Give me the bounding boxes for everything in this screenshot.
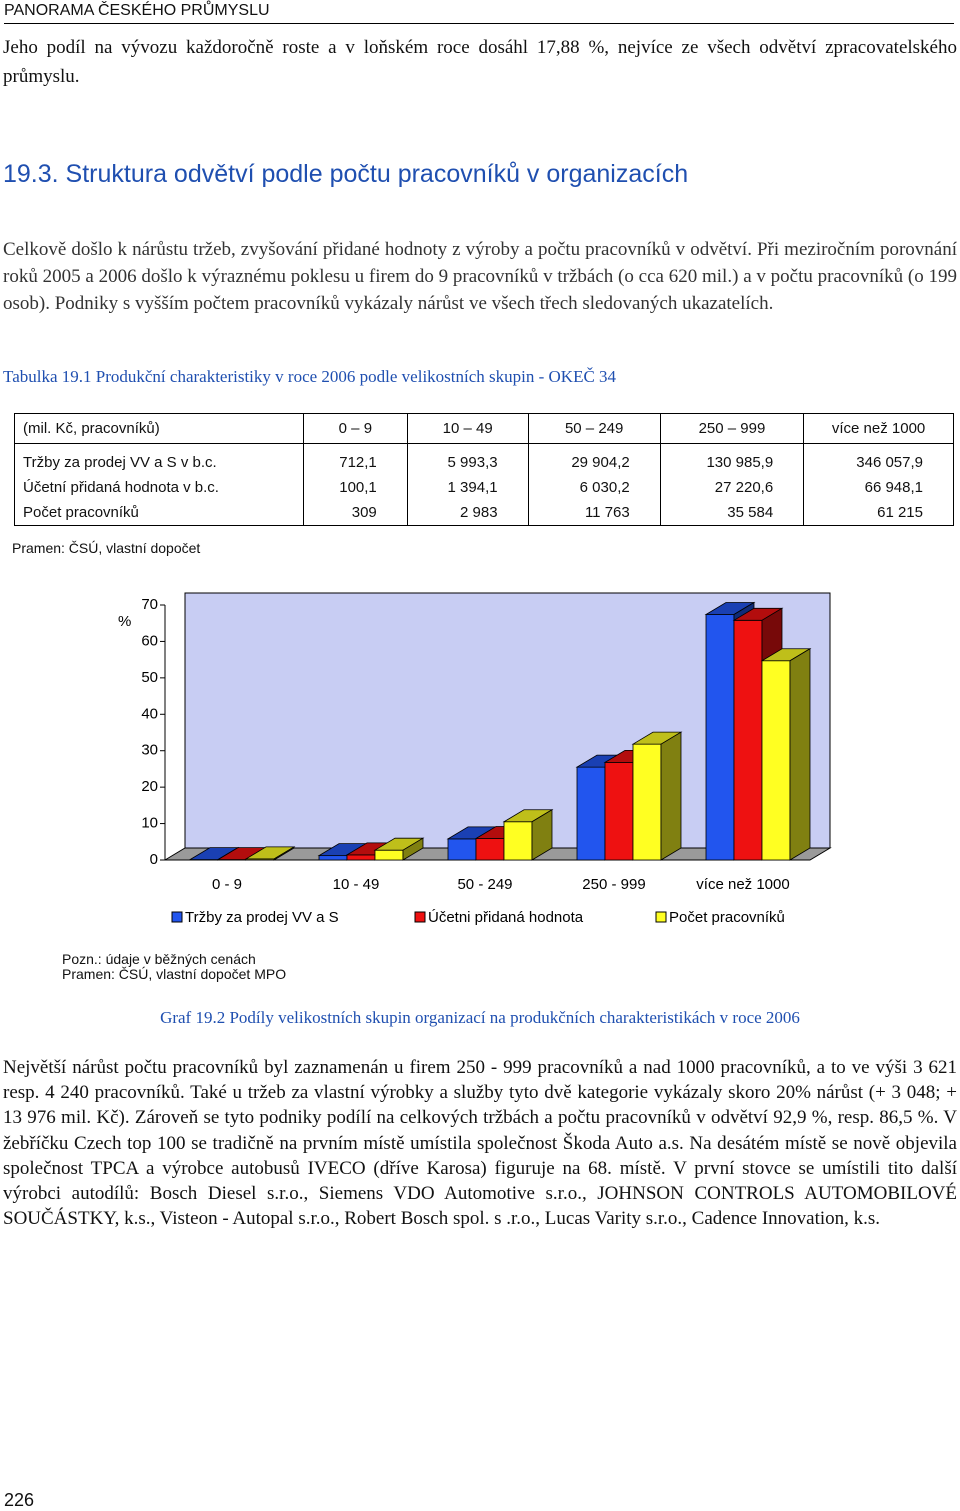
y-tick-label: 30 <box>141 742 158 759</box>
bar-front <box>448 839 476 860</box>
table-cell: (mil. Kč, pracovníků) <box>15 414 304 444</box>
y-tick-label: 50 <box>141 669 158 686</box>
running-title: PANORAMA ČESKÉHO PRŮMYSLU <box>4 2 954 24</box>
note: Pramen: ČSÚ, vlastní dopočet MPO <box>62 967 286 982</box>
table-cell: 712,1 <box>303 450 407 475</box>
paragraph: Celkově došlo k nárůstu tržeb, zvyšování… <box>3 236 957 317</box>
bar-side <box>661 732 681 860</box>
bar-side <box>790 649 810 860</box>
bar-front <box>504 822 532 860</box>
x-tick-label: 250 - 999 <box>582 876 645 893</box>
y-tick-label: 70 <box>141 596 158 613</box>
table-cell: 5 993,3 <box>407 450 528 475</box>
legend-label: Tržby za prodej VV a S <box>185 909 339 926</box>
bar-front <box>762 661 790 860</box>
x-tick-label: více než 1000 <box>696 876 789 893</box>
table-cell: 35 584 <box>660 500 803 526</box>
x-tick-label: 0 - 9 <box>212 876 242 893</box>
body-text: Největší nárůst počtu pracovníků byl zaz… <box>3 1055 957 1231</box>
table-cell: Tržby za prodej VV a S v b.c. <box>15 450 304 475</box>
table-cell: 309 <box>303 500 407 526</box>
table-cell: 6 030,2 <box>528 475 660 500</box>
table-cell: Počet pracovníků <box>15 500 304 526</box>
bar-front <box>577 767 605 860</box>
legend-swatch <box>415 912 425 922</box>
table-cell: 250 – 999 <box>660 414 803 444</box>
bar-front <box>605 762 633 860</box>
legend-label: Účetni přidaná hodnota <box>428 909 584 926</box>
intro-paragraph: Jeho podíl na vývozu každoročně roste a … <box>3 33 957 91</box>
notes: Pozn.: údaje v běžných cenách Pramen: ČS… <box>62 952 286 982</box>
table-cell: 2 983 <box>407 500 528 526</box>
legend-label: Počet pracovníků <box>669 909 785 926</box>
table-cell: více než 1000 <box>804 414 954 444</box>
table-cell: 346 057,9 <box>804 450 954 475</box>
table-caption: Tabulka 19.1 Produkční charakteristiky v… <box>3 367 616 387</box>
y-tick-label: 0 <box>150 851 158 868</box>
x-tick-label: 50 - 249 <box>457 876 512 893</box>
figure-caption: Graf 19.2 Podíly velikostních skupin org… <box>0 1008 960 1028</box>
table-cell: 29 904,2 <box>528 450 660 475</box>
table-cell: 50 – 249 <box>528 414 660 444</box>
y-tick-label: 60 <box>141 632 158 649</box>
table-cell: 0 – 9 <box>303 414 407 444</box>
table-cell: 61 215 <box>804 500 954 526</box>
y-axis-label: % <box>118 613 131 630</box>
y-tick-label: 20 <box>141 778 158 795</box>
bar-front <box>706 614 734 860</box>
note: Pozn.: údaje v běžných cenách <box>62 952 286 967</box>
legend-swatch <box>656 912 666 922</box>
table-cell: 27 220,6 <box>660 475 803 500</box>
y-tick-label: 10 <box>141 815 158 832</box>
table-cell: 66 948,1 <box>804 475 954 500</box>
bar-front <box>633 744 661 860</box>
table-cell: 130 985,9 <box>660 450 803 475</box>
table-cell: 10 – 49 <box>407 414 528 444</box>
section-title: 19.3. Struktura odvětví podle počtu prac… <box>3 160 688 189</box>
table-source: Pramen: ČSÚ, vlastní dopočet <box>12 540 200 556</box>
bar-front <box>319 856 347 860</box>
page-number: 226 <box>4 1490 34 1511</box>
bar-front <box>347 855 375 860</box>
bar-front <box>476 839 504 860</box>
bar-front <box>734 620 762 860</box>
bar-front <box>375 850 403 860</box>
table-cell: 100,1 <box>303 475 407 500</box>
chart: 0 10 20 30 40 50 60 70% 0 - 9 10 - 49 50 - 249 250 … <box>0 580 960 940</box>
legend-swatch <box>172 912 182 922</box>
y-tick-label: 40 <box>141 705 158 722</box>
x-tick-label: 10 - 49 <box>333 876 380 893</box>
table-cell: 1 394,1 <box>407 475 528 500</box>
table-cell: 11 763 <box>528 500 660 526</box>
table-cell: Účetní přidaná hodnota v b.c. <box>15 475 304 500</box>
